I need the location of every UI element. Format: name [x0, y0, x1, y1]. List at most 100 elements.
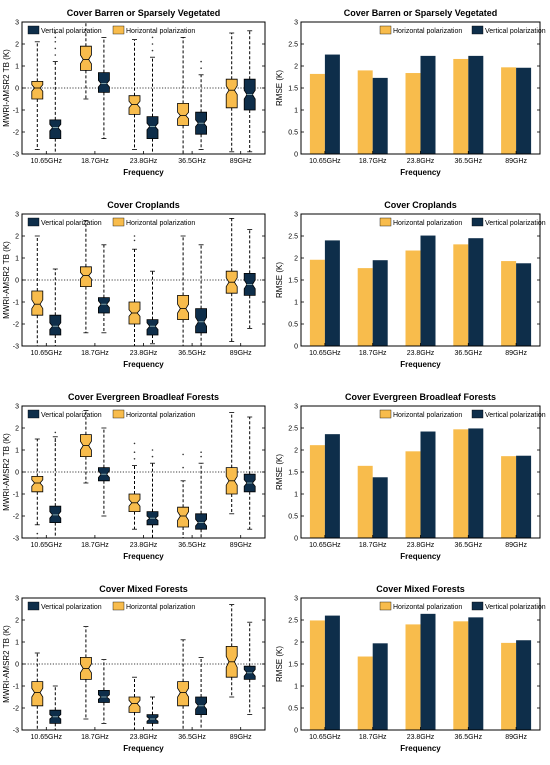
- outlier-point: [200, 67, 202, 69]
- y-tick-label: 1.5: [288, 86, 298, 93]
- y-tick-label: 2.5: [288, 618, 298, 625]
- y-tick-label: 0: [294, 728, 298, 735]
- outlier-point: [54, 440, 57, 443]
- legend-label-horizontal: Horizontal polarization: [393, 28, 462, 35]
- outlier-point: [182, 466, 184, 469]
- box-vertical-18.7GHz: [98, 37, 110, 140]
- bar-horizontal-36.5GHz: [453, 58, 469, 154]
- bar-horizontal-10.65GHz: [309, 445, 325, 538]
- y-tick-label: -1: [13, 684, 19, 691]
- x-tick-label: 23.8GHz: [407, 542, 435, 549]
- bar-horizontal-89GHz: [501, 261, 517, 346]
- notched-box: [49, 314, 62, 336]
- bar-vertical-10.65GHz: [324, 54, 340, 155]
- outlier-point: [200, 60, 202, 63]
- x-tick-label: 89GHz: [230, 734, 252, 741]
- box-horizontal-18.7GHz: [80, 220, 92, 334]
- x-axis-label: Frequency: [400, 360, 441, 369]
- legend-label-vertical: Vertical polarization: [485, 220, 546, 227]
- panel-boxplot-4: Cover Mixed Forests -3 -2 -1 0 1 2 3 10.65GHz 18.…: [2, 584, 266, 753]
- y-tick-label: 1: [15, 64, 19, 71]
- y-tick-label: 1: [294, 108, 298, 115]
- box-vertical-89GHz: [243, 30, 256, 153]
- x-axis-label: Frequency: [400, 168, 441, 177]
- y-tick-label: -1: [13, 300, 19, 307]
- bar-horizontal-36.5GHz: [453, 621, 469, 730]
- y-tick-label: 0: [294, 152, 298, 159]
- legend-swatch-horizontal: [112, 601, 125, 611]
- y-tick-label: 2: [15, 426, 19, 433]
- x-tick-label: 10.65GHz: [31, 542, 63, 549]
- x-tick-label: 89GHz: [505, 350, 527, 357]
- y-tick-label: 1: [294, 492, 298, 499]
- y-tick-label: -3: [13, 728, 19, 735]
- notched-box: [49, 505, 62, 523]
- y-tick-label: -2: [13, 514, 19, 521]
- legend-swatch-horizontal: [379, 25, 392, 35]
- x-tick-label: 36.5GHz: [454, 734, 482, 741]
- bar-horizontal-89GHz: [501, 67, 517, 154]
- outlier-point: [133, 442, 136, 445]
- bar-vertical-18.7GHz: [372, 477, 388, 538]
- notched-box: [177, 681, 190, 707]
- notched-box: [49, 119, 62, 140]
- chart-title: Cover Mixed Forests: [99, 584, 188, 594]
- bar-vertical-89GHz: [516, 67, 532, 154]
- y-tick-label: 2: [15, 618, 19, 625]
- legend-swatch-vertical: [471, 25, 484, 35]
- panel-bar-chart-2: Cover Croplands 0 0.5 1 1.5 2 2.5 3 10.65GHz 18.7…: [275, 200, 546, 369]
- x-tick-label: 36.5GHz: [178, 734, 206, 741]
- bar-horizontal-18.7GHz: [357, 656, 373, 730]
- notched-box: [177, 294, 190, 321]
- y-tick-label: 3: [15, 20, 19, 27]
- outlier-point: [54, 431, 57, 434]
- legend-swatch-horizontal: [112, 409, 125, 419]
- bar-horizontal-23.8GHz: [405, 451, 421, 538]
- y-tick-label: -3: [13, 536, 19, 543]
- x-axis-label: Frequency: [400, 552, 441, 561]
- legend-swatch-vertical: [27, 409, 40, 419]
- legend-swatch-vertical: [471, 601, 484, 611]
- box-horizontal-36.5GHz: [177, 37, 190, 155]
- legend-label-horizontal: Horizontal polarization: [126, 220, 195, 227]
- y-tick-label: 2.5: [288, 234, 298, 241]
- notched-box: [128, 696, 141, 713]
- x-tick-label: 18.7GHz: [359, 158, 387, 165]
- box-horizontal-23.8GHz: [128, 39, 141, 151]
- bar-vertical-18.7GHz: [372, 260, 388, 346]
- bar-vertical-18.7GHz: [372, 643, 388, 730]
- outlier-point: [36, 532, 39, 535]
- legend-swatch-vertical: [27, 25, 40, 35]
- outlier-point: [133, 458, 136, 460]
- x-tick-label: 10.65GHz: [31, 734, 63, 741]
- panel-bar-chart-1: Cover Barren or Sparsely Vegetated 0 0.5 1 1…: [275, 8, 546, 177]
- y-axis-label: RMSE (K): [275, 454, 284, 490]
- x-tick-label: 36.5GHz: [178, 542, 206, 549]
- y-tick-label: -3: [13, 344, 19, 351]
- notched-box: [225, 78, 238, 109]
- y-axis-label: RMSE (K): [275, 70, 284, 106]
- notched-box: [98, 690, 110, 703]
- box-horizontal-89GHz: [225, 32, 238, 153]
- panel-boxplot-1: Cover Barren or Sparsely Vegetated -3 -2 -1…: [2, 8, 266, 177]
- x-tick-label: 18.7GHz: [359, 734, 387, 741]
- legend-swatch-horizontal: [112, 217, 125, 227]
- panel-boxplot-3: Cover Evergreen Broadleaf Forests -3 -2 -1 0…: [2, 392, 266, 561]
- box-vertical-23.8GHz: [146, 36, 159, 155]
- x-tick-label: 23.8GHz: [407, 734, 435, 741]
- legend-label-vertical: Vertical polarization: [41, 412, 102, 419]
- chart-title: Cover Croplands: [107, 200, 180, 210]
- box-vertical-89GHz: [243, 228, 256, 329]
- outlier-point: [200, 455, 202, 458]
- x-tick-label: 18.7GHz: [359, 542, 387, 549]
- outlier-point: [133, 239, 136, 242]
- box-horizontal-18.7GHz: [80, 409, 92, 484]
- box-horizontal-36.5GHz: [177, 453, 190, 539]
- x-tick-label: 10.65GHz: [309, 542, 341, 549]
- x-tick-label: 36.5GHz: [178, 158, 206, 165]
- x-tick-label: 10.65GHz: [309, 734, 341, 741]
- x-axis-label: Frequency: [400, 744, 441, 753]
- box-vertical-18.7GHz: [98, 427, 110, 517]
- box-horizontal-10.65GHz: [31, 652, 44, 731]
